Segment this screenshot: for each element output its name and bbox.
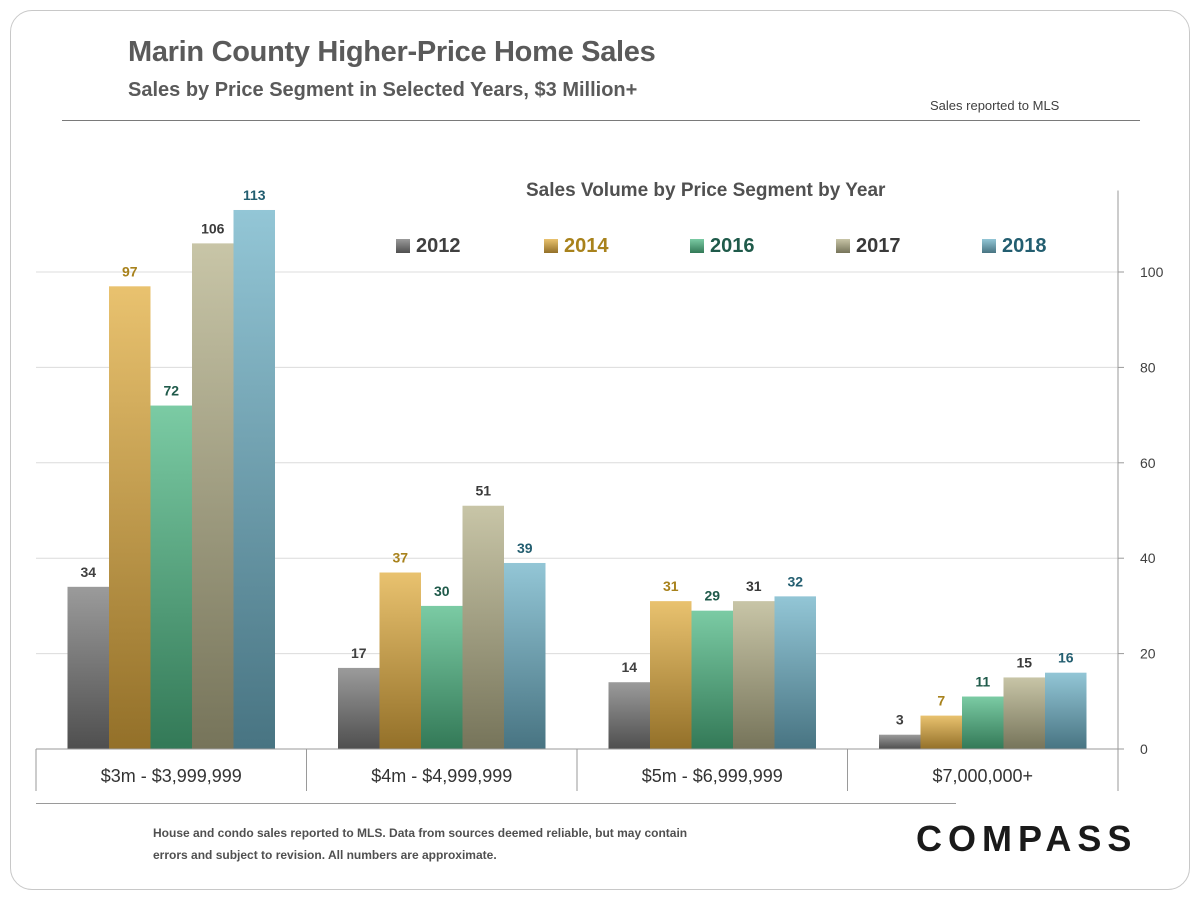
data-label: 31 <box>663 578 679 594</box>
data-label: 30 <box>434 583 450 599</box>
legend-label: 2017 <box>856 234 901 257</box>
y-tick-label: 60 <box>1140 455 1156 471</box>
y-tick-label: 80 <box>1140 359 1156 375</box>
compass-logo: COMPASS <box>916 818 1138 859</box>
x-tick-label: $5m - $6,999,999 <box>642 766 783 786</box>
data-label: 7 <box>937 693 945 709</box>
page-title: Marin County Higher-Price Home Sales <box>128 36 656 68</box>
bar-2012 <box>608 682 650 749</box>
footnote-line-2: errors and subject to revision. All numb… <box>153 848 497 862</box>
legend-item-2016: 2016 <box>690 234 755 258</box>
y-tick-label: 100 <box>1140 264 1164 280</box>
page-subtitle: Sales by Price Segment in Selected Years… <box>128 79 638 101</box>
header-divider <box>62 120 1140 121</box>
data-label: 14 <box>621 659 637 675</box>
legend-item-2012: 2012 <box>396 234 461 258</box>
data-label: 32 <box>787 573 803 589</box>
bar-2018 <box>1045 672 1087 749</box>
bar-2018 <box>774 596 816 749</box>
bar-2017 <box>733 601 775 749</box>
bar-2016 <box>421 605 463 749</box>
bar-2017 <box>462 505 504 749</box>
data-label: 17 <box>351 645 367 661</box>
bar-2018 <box>504 562 546 749</box>
legend-label: 2018 <box>1002 234 1047 257</box>
data-label: 3 <box>896 712 904 728</box>
footnote: House and condo sales reported to MLS. D… <box>153 822 773 866</box>
y-axis-ticks: 0 20 40 60 80 100 <box>1117 190 1164 757</box>
legend-item-2014: 2014 <box>544 234 609 258</box>
y-tick-label: 0 <box>1140 741 1148 757</box>
x-tick-label: $4m - $4,999,999 <box>371 766 512 786</box>
data-label: 113 <box>243 187 266 203</box>
data-label: 37 <box>392 550 408 566</box>
bar-2014 <box>379 572 421 749</box>
data-label: 97 <box>122 263 138 279</box>
bar-2018 <box>233 209 275 750</box>
data-label: 51 <box>475 483 491 499</box>
x-tick-label: $7,000,000+ <box>932 766 1033 786</box>
data-label: 29 <box>704 588 720 604</box>
bar-2017 <box>192 243 234 749</box>
data-label: 34 <box>80 564 96 580</box>
data-label: 106 <box>201 220 225 236</box>
bar-2014 <box>650 601 692 749</box>
data-label: 31 <box>746 578 762 594</box>
data-label: 15 <box>1016 654 1032 670</box>
legend-swatch <box>544 239 558 253</box>
y-tick-label: 40 <box>1140 550 1156 566</box>
footer-divider <box>36 803 956 804</box>
legend-item-2018: 2018 <box>982 234 1047 258</box>
data-label: 72 <box>163 383 179 399</box>
bar-2014 <box>109 286 151 749</box>
chart-title: Sales Volume by Price Segment by Year <box>526 180 886 201</box>
bar-2012 <box>338 667 380 749</box>
bar-2014 <box>920 715 962 749</box>
legend-swatch <box>836 239 850 253</box>
legend-swatch <box>982 239 996 253</box>
bars <box>67 209 1087 750</box>
source-note: Sales reported to MLS <box>930 98 1060 113</box>
bar-2016 <box>691 610 733 749</box>
bar-2012 <box>879 734 921 749</box>
legend-label: 2016 <box>710 234 755 257</box>
y-tick-label: 20 <box>1140 646 1156 662</box>
bar-2012 <box>67 586 109 749</box>
x-tick-label: $3m - $3,999,999 <box>101 766 242 786</box>
legend-label: 2014 <box>564 234 609 257</box>
bar-2016 <box>962 696 1004 749</box>
bar-2017 <box>1003 677 1045 749</box>
legend-item-2017: 2017 <box>836 234 901 258</box>
legend-swatch <box>396 239 410 253</box>
x-axis: $3m - $3,999,999 $4m - $4,999,999 $5m - $6… <box>35 748 1119 791</box>
data-label: 11 <box>975 674 990 690</box>
data-label: 39 <box>517 540 533 556</box>
data-label: 16 <box>1058 650 1074 666</box>
legend-label: 2012 <box>416 234 461 257</box>
bar-2016 <box>150 405 192 749</box>
footnote-line-1: House and condo sales reported to MLS. D… <box>153 826 688 840</box>
legend-swatch <box>690 239 704 253</box>
